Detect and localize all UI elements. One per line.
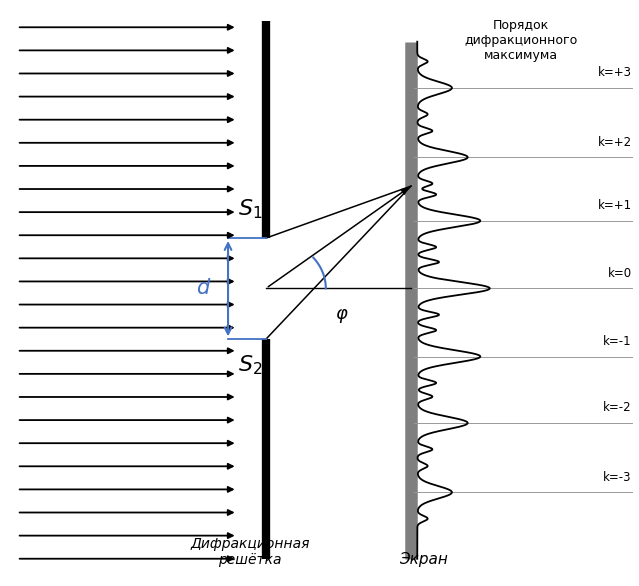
- Text: $\varphi$: $\varphi$: [335, 307, 349, 325]
- Text: k=-2: k=-2: [603, 401, 632, 414]
- Text: k=0: k=0: [608, 267, 632, 280]
- Text: k=-1: k=-1: [603, 335, 632, 348]
- Text: Экран: Экран: [399, 553, 448, 567]
- Text: $S_2$: $S_2$: [238, 353, 262, 377]
- Text: k=+1: k=+1: [597, 199, 632, 212]
- Text: k=-3: k=-3: [603, 471, 632, 483]
- Text: k=+2: k=+2: [597, 135, 632, 149]
- Text: k=+3: k=+3: [597, 66, 632, 79]
- Text: $d$: $d$: [196, 278, 211, 298]
- Text: Порядок
дифракционного
максимума: Порядок дифракционного максимума: [465, 19, 578, 62]
- Text: Дифракционная
решётка: Дифракционная решётка: [190, 537, 310, 567]
- Text: $S_1$: $S_1$: [238, 197, 262, 221]
